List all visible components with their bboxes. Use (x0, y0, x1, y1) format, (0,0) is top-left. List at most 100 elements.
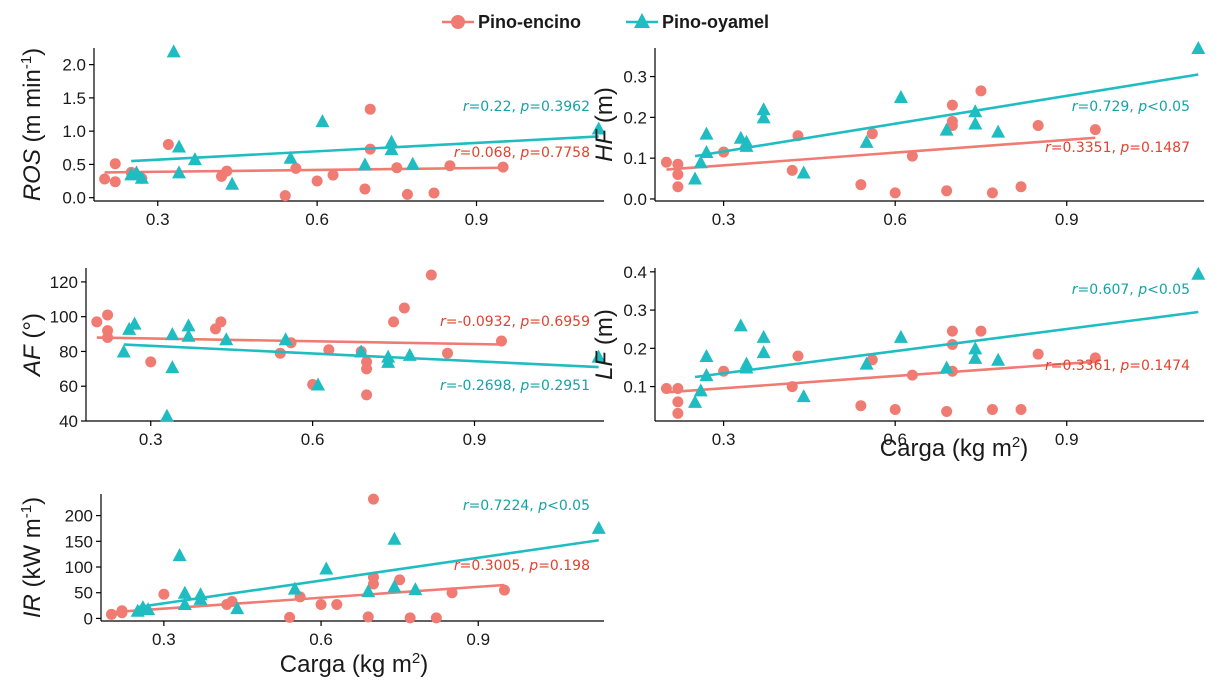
stat-r-symbol: r (463, 99, 470, 115)
x-tick-label: 0.6 (883, 430, 907, 449)
y-axis-label-unit: (m) (591, 309, 618, 352)
stat-annotation: r=0.3005, p=0.198 (454, 558, 590, 574)
data-point (387, 531, 402, 545)
data-point (109, 176, 121, 188)
x-tick-label: 0.9 (1055, 430, 1079, 449)
trend-line (666, 136, 1096, 171)
data-point (1015, 181, 1027, 193)
data-point (939, 122, 954, 136)
data-point (158, 588, 170, 600)
data-point (968, 341, 983, 355)
data-point (278, 332, 293, 346)
data-point (672, 396, 684, 408)
data-point (359, 183, 371, 195)
data-point (362, 611, 374, 623)
stat-annotation: r=-0.2698, p=0.2951 (440, 378, 590, 394)
stat-r-symbol: r (1045, 358, 1052, 374)
data-point (859, 356, 874, 370)
data-point (331, 599, 343, 611)
panel-hf: 0.00.10.20.30.3 0.6 0.9HF (m) r=0.729, p<0.… (591, 41, 1206, 229)
y-tick-label: 120 (50, 273, 78, 292)
stat-r-symbol: r (463, 498, 470, 514)
stat-annotation: r=-0.0932, p=0.6959 (440, 314, 590, 330)
data-point (946, 99, 958, 111)
data-point (367, 493, 379, 505)
stat-p-symbol: p (1137, 99, 1147, 115)
stat-p-value: =0.1487 (1129, 140, 1190, 156)
y-tick-label: 200 (65, 507, 93, 526)
trend-line (694, 73, 1199, 158)
data-point (361, 389, 373, 401)
data-point (116, 344, 131, 358)
data-point (284, 611, 296, 623)
x-tick-label: 0.6 (883, 210, 907, 229)
data-point (792, 350, 804, 362)
y-tick-label: 1.0 (62, 122, 86, 141)
data-point (105, 608, 117, 620)
data-point (430, 612, 442, 624)
trend-line (104, 166, 504, 174)
stat-p-value: =0.198 (538, 558, 590, 574)
data-point (387, 579, 402, 593)
y-axis-label-unit: (kW m (19, 518, 46, 594)
data-point (672, 181, 684, 193)
y-axis-label-unit: (m min (19, 69, 46, 149)
data-point (941, 405, 953, 417)
stat-r-value: =0.068, (460, 145, 521, 161)
data-point (215, 316, 227, 328)
data-point (855, 179, 867, 191)
x-tick-label: 0.3 (712, 430, 736, 449)
trend-line (131, 135, 599, 163)
data-point (756, 110, 771, 124)
y-axis-label-end: ) (19, 497, 46, 505)
data-point (425, 269, 437, 281)
y-axis-label-var: LF (591, 350, 618, 379)
stat-p-value: <0.05 (1147, 282, 1190, 298)
y-tick-label: 0.3 (623, 68, 647, 87)
trend-line (111, 583, 505, 614)
data-point (323, 344, 335, 356)
data-point (134, 170, 149, 184)
series-pino-encino (99, 103, 509, 202)
data-point (102, 309, 114, 321)
data-point (893, 329, 908, 343)
y-axis-label-var: AF (19, 344, 46, 378)
legend-key-pino-oyamel (634, 13, 650, 28)
y-tick-label: 60 (59, 377, 78, 396)
data-point (159, 408, 174, 422)
series-pino-oyamel (688, 41, 1206, 185)
data-point (975, 325, 987, 337)
series-pino-oyamel (116, 316, 606, 422)
data-point (591, 349, 606, 363)
data-point (796, 165, 811, 179)
series-pino-oyamel (688, 266, 1206, 408)
trend-line (96, 336, 502, 346)
x-tick-label: 0.6 (301, 430, 325, 449)
stat-annotation: r=0.068, p=0.7758 (454, 145, 590, 161)
data-point (394, 574, 406, 586)
stat-r-symbol: r (454, 145, 461, 161)
data-point (172, 548, 187, 562)
y-axis-label: HF (m) (591, 87, 618, 162)
data-point (756, 102, 771, 116)
data-point (145, 356, 157, 368)
x-tick-label: 0.9 (465, 210, 489, 229)
data-point (591, 121, 606, 135)
y-axis-label-end: ) (19, 48, 46, 56)
stat-p-symbol: p (528, 558, 538, 574)
series-pino-oyamel (130, 520, 606, 617)
y-axis-label: ROS (m min-1) (18, 48, 46, 201)
data-point (172, 165, 186, 179)
stat-annotation: r=0.7224, p<0.05 (463, 498, 590, 514)
data-point (99, 173, 111, 185)
data-point (230, 601, 245, 615)
legend-key-pino-encino (451, 15, 465, 29)
data-point (672, 158, 684, 170)
x-axis-label: Carga (kg m2) (280, 650, 428, 678)
data-point (127, 316, 142, 330)
data-point (889, 187, 901, 199)
y-tick-label: 0.3 (623, 301, 647, 320)
stat-annotation: r=0.3351, p=0.1487 (1045, 140, 1190, 156)
